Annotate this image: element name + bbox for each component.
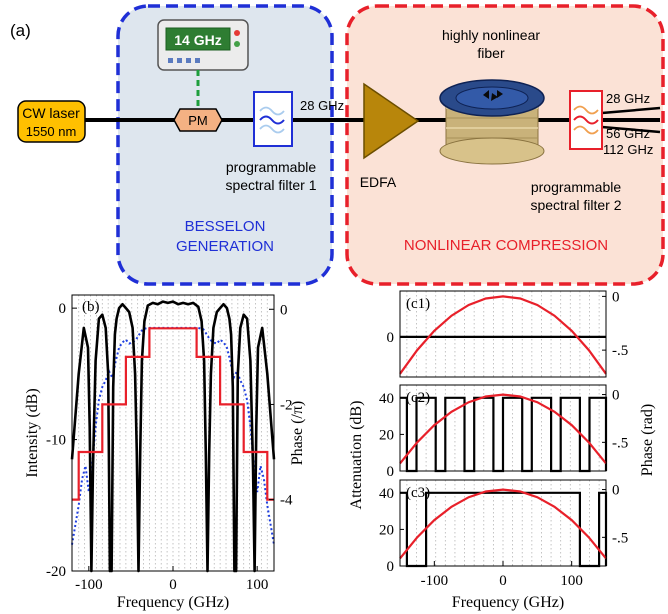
y2-tick-label: 0: [612, 388, 620, 404]
panel-b-ticks: -100 0 100 0 -10 -20 0 -2 -4: [46, 301, 293, 593]
panel-b-plot: [70, 300, 276, 573]
phase-modulator-label: PM: [188, 113, 208, 128]
panel-b-ylabel: Intensity (dB): [24, 388, 41, 477]
panel-c: (c1) 0 0 -.5 (c2) 0 20 40 0 -.5 (c3) 0 20 40 0 -.5 -100 0…: [348, 289, 656, 611]
edfa-label: EDFA: [360, 174, 397, 190]
filter-2-wave-icon: [573, 105, 599, 115]
rf-synthesizer: 14 GHz: [157, 19, 249, 71]
x-tick-label: 100: [560, 573, 583, 589]
series-attenuation: [400, 491, 608, 568]
y2-tick-label: -.5: [612, 343, 628, 359]
y-tick-label: 20: [379, 427, 394, 443]
panel-c-xlabel: Frequency (GHz): [452, 594, 564, 611]
y-tick-label: -10: [46, 433, 66, 449]
y-tick-label: 20: [379, 522, 394, 538]
fiber-spool-icon: [439, 79, 545, 165]
output-112ghz: 112 GHz: [603, 142, 653, 157]
synth-led-green-icon: [234, 41, 240, 47]
output-line-upper: [601, 106, 661, 115]
series-attenuation: [400, 396, 608, 473]
panel-c2: (c2) 0 20 40 0 -.5: [379, 384, 628, 480]
besselon-title-line2: GENERATION: [176, 238, 274, 255]
panel-c-ylabel: Attenuation (dB): [348, 401, 365, 510]
series-phase: [399, 393, 607, 465]
panel-a: (a) CW laser 1550 nm 14 GHz PM 28 GHz pr…: [10, 4, 665, 286]
panel-frame: [399, 290, 607, 378]
besselon-frequency: 28 GHz: [300, 98, 344, 113]
panel-c1: (c1) 0 0 -.5: [387, 289, 628, 378]
y-tick-label: 0: [387, 464, 395, 480]
cw-laser-label: CW laser: [22, 105, 80, 121]
series-spectral-phase: [72, 327, 274, 501]
panel-label: (c1): [406, 296, 430, 312]
y-tick-label: 0: [387, 559, 395, 575]
x-tick-label: -100: [75, 577, 103, 593]
series-phase: [399, 295, 607, 375]
panel-c3: (c3) 0 20 40 0 -.5 -100 0 100: [379, 479, 628, 589]
besselon-generation-box: [116, 4, 334, 286]
besselon-title-line1: BESSELON: [185, 218, 266, 235]
y2-tick-label: 0: [612, 289, 620, 305]
y2-tick-label: -2: [280, 397, 293, 413]
series-measured-intensity: [70, 300, 276, 573]
filter-1-label-line1: programmable: [226, 159, 316, 175]
x-tick-label: 100: [246, 577, 269, 593]
output-line-lower: [601, 125, 661, 134]
filter-2-label-line2: spectral filter 2: [530, 197, 621, 213]
fiber-label-line2: fiber: [477, 45, 505, 61]
panel-b-label: (b): [82, 299, 100, 315]
cw-laser-wavelength: 1550 nm: [26, 124, 77, 139]
y2-tick-label: 0: [280, 302, 288, 318]
filter-1-wave-icon: [259, 106, 285, 116]
panel-a-label: (a): [10, 21, 31, 40]
output-28ghz: 28 GHz: [606, 91, 650, 106]
series-phase: [399, 488, 607, 560]
y-tick-label: -20: [46, 564, 66, 580]
filter-2-label-line1: programmable: [531, 179, 621, 195]
x-tick-label: -100: [421, 573, 449, 589]
panel-c-y2label: Phase (rad): [639, 404, 656, 476]
synth-frequency: 14 GHz: [174, 32, 221, 48]
panel-label: (c2): [406, 390, 430, 406]
phase-modulator: [173, 108, 223, 132]
y2-tick-label: 0: [612, 483, 620, 499]
cw-laser: [17, 100, 86, 143]
nonlinear-compression-title: NONLINEAR COMPRESSION: [404, 237, 608, 254]
x-tick-label: 0: [499, 573, 507, 589]
y2-tick-label: -4: [280, 493, 293, 509]
synth-led-red-icon: [234, 30, 240, 36]
filter-1-label-line2: spectral filter 1: [225, 177, 316, 193]
edfa-amplifier-icon: [363, 82, 420, 160]
y2-tick-label: -.5: [612, 435, 628, 451]
y-tick-label: 0: [59, 301, 67, 317]
y-tick-label: 40: [379, 391, 394, 407]
y-tick-label: 0: [387, 330, 395, 346]
y-tick-label: 40: [379, 486, 394, 502]
panel-label: (c3): [406, 485, 430, 501]
y2-tick-label: -.5: [612, 530, 628, 546]
output-56ghz: 56 GHz: [606, 126, 650, 141]
panel-b-y2label: Phase (/π): [289, 401, 306, 466]
panel-b-xlabel: Frequency (GHz): [117, 594, 229, 611]
x-tick-label: 0: [169, 577, 177, 593]
fiber-label-line1: highly nonlinear: [442, 27, 540, 43]
panel-frame: [399, 384, 607, 472]
